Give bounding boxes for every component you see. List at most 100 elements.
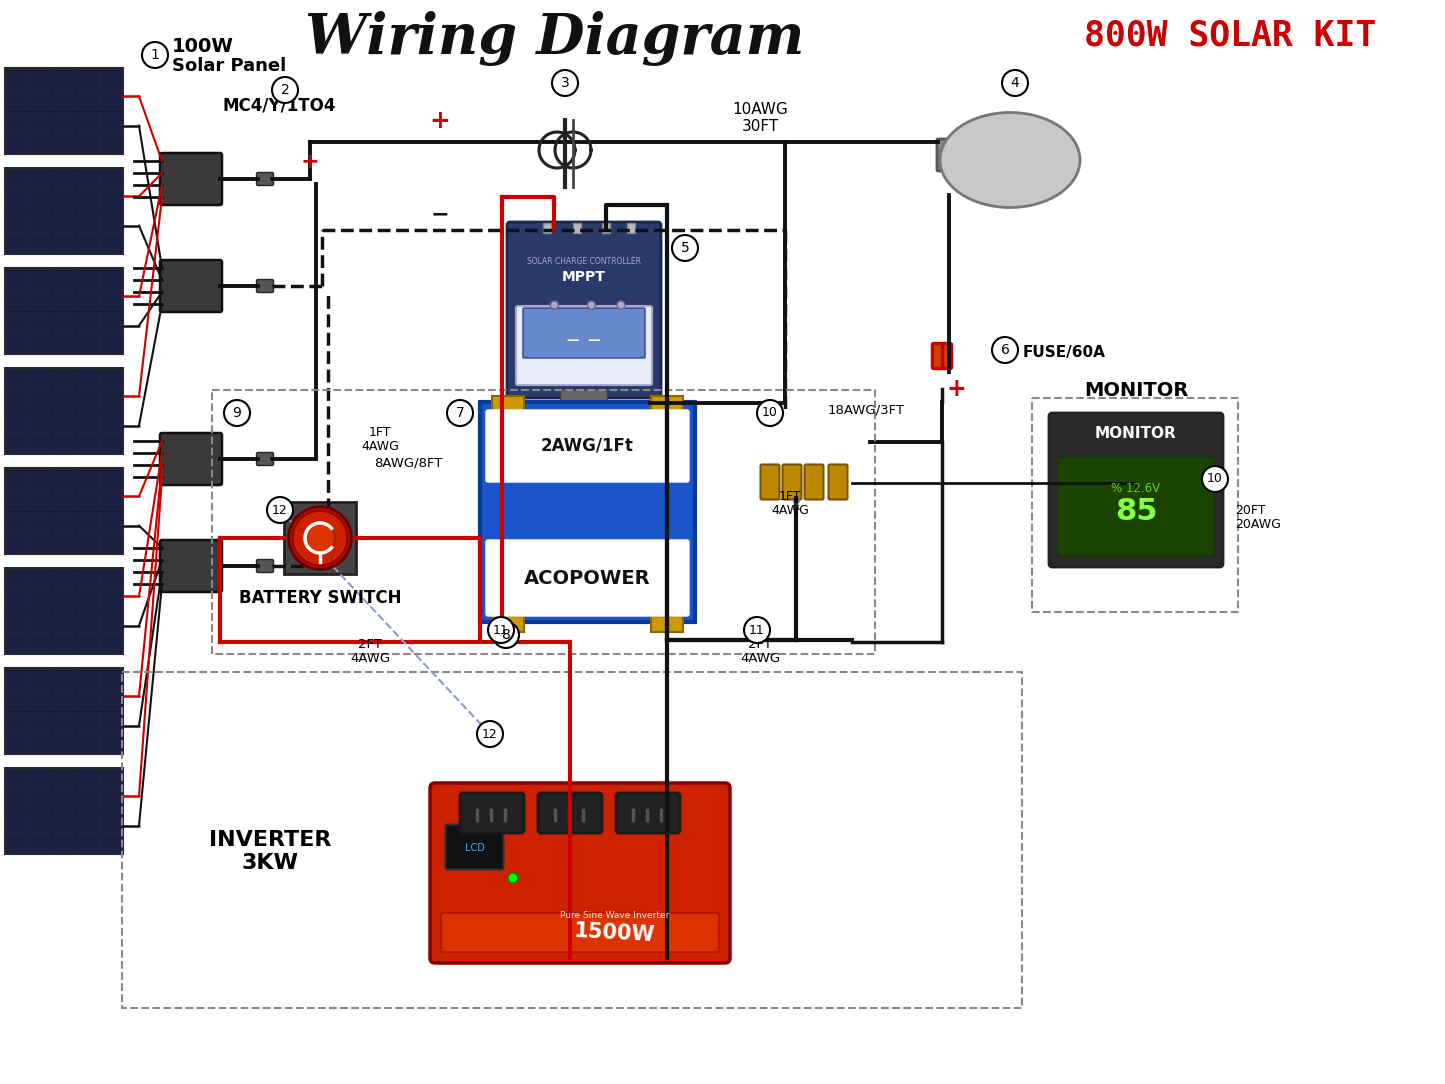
FancyBboxPatch shape xyxy=(285,502,355,575)
Bar xyxy=(53,191,75,210)
Bar xyxy=(6,312,27,332)
FancyBboxPatch shape xyxy=(760,465,779,500)
Bar xyxy=(53,333,75,353)
Bar xyxy=(6,211,27,232)
FancyBboxPatch shape xyxy=(1049,413,1222,567)
Bar xyxy=(77,211,98,232)
Bar xyxy=(100,468,123,489)
Bar xyxy=(491,396,525,412)
Bar xyxy=(29,834,52,853)
Bar xyxy=(100,569,123,589)
Circle shape xyxy=(142,42,168,68)
Bar xyxy=(77,669,98,688)
Text: 5: 5 xyxy=(681,241,689,255)
Text: X: X xyxy=(792,500,801,513)
Bar xyxy=(100,790,123,810)
Circle shape xyxy=(289,506,351,569)
FancyBboxPatch shape xyxy=(538,793,603,833)
Text: 1FT: 1FT xyxy=(368,426,392,439)
FancyBboxPatch shape xyxy=(257,280,273,293)
Bar xyxy=(53,133,75,153)
Bar xyxy=(29,512,52,531)
Circle shape xyxy=(552,70,578,96)
FancyBboxPatch shape xyxy=(480,402,695,622)
Bar xyxy=(53,412,75,431)
FancyBboxPatch shape xyxy=(160,153,223,205)
Bar xyxy=(100,512,123,531)
Bar xyxy=(6,533,27,553)
FancyBboxPatch shape xyxy=(4,367,123,454)
Text: 2FT: 2FT xyxy=(358,638,381,651)
FancyBboxPatch shape xyxy=(160,260,223,312)
Bar xyxy=(29,333,52,353)
Bar xyxy=(6,712,27,732)
Bar xyxy=(100,434,123,453)
Bar xyxy=(29,169,52,189)
Circle shape xyxy=(267,496,293,522)
Bar xyxy=(53,790,75,810)
Bar xyxy=(6,591,27,610)
Bar xyxy=(100,412,123,431)
Bar xyxy=(29,291,52,310)
Bar xyxy=(29,691,52,710)
Circle shape xyxy=(744,617,770,643)
Bar xyxy=(100,390,123,410)
Bar xyxy=(29,591,52,610)
FancyBboxPatch shape xyxy=(257,452,273,465)
Text: +: + xyxy=(429,109,451,133)
Bar xyxy=(100,333,123,353)
FancyBboxPatch shape xyxy=(507,222,660,398)
Bar xyxy=(6,191,27,210)
Bar xyxy=(77,569,98,589)
Bar xyxy=(77,611,98,632)
Bar xyxy=(77,434,98,453)
Bar xyxy=(6,490,27,511)
Bar xyxy=(6,412,27,431)
FancyBboxPatch shape xyxy=(4,268,123,354)
Bar xyxy=(53,569,75,589)
Bar xyxy=(53,211,75,232)
Bar xyxy=(6,691,27,710)
Bar xyxy=(6,169,27,189)
Ellipse shape xyxy=(941,113,1079,207)
FancyBboxPatch shape xyxy=(805,465,824,500)
Bar xyxy=(77,712,98,732)
Bar xyxy=(29,211,52,232)
FancyBboxPatch shape xyxy=(4,68,123,154)
Text: 10AWG
30FT: 10AWG 30FT xyxy=(733,102,788,134)
Text: MPPT: MPPT xyxy=(562,270,605,284)
Bar xyxy=(100,712,123,732)
Text: +: + xyxy=(946,377,965,401)
Bar xyxy=(100,269,123,288)
Bar xyxy=(100,533,123,553)
Bar xyxy=(6,434,27,453)
Bar xyxy=(53,390,75,410)
Text: 8AWG/8FT: 8AWG/8FT xyxy=(374,456,442,469)
Bar xyxy=(100,812,123,831)
Bar xyxy=(53,812,75,831)
Text: 4AWG: 4AWG xyxy=(740,651,780,664)
FancyBboxPatch shape xyxy=(160,433,223,485)
Bar xyxy=(100,733,123,753)
Bar xyxy=(77,68,98,89)
Text: 8: 8 xyxy=(501,628,510,642)
Bar xyxy=(6,512,27,531)
Bar xyxy=(77,390,98,410)
Text: 1: 1 xyxy=(150,48,159,62)
Circle shape xyxy=(757,400,783,426)
Bar xyxy=(77,133,98,153)
Text: +: + xyxy=(301,152,319,172)
Bar xyxy=(6,569,27,589)
Bar xyxy=(77,834,98,853)
Text: BATTERY SWITCH: BATTERY SWITCH xyxy=(238,589,402,607)
Bar xyxy=(29,769,52,789)
Bar xyxy=(29,390,52,410)
Bar xyxy=(29,669,52,688)
Bar xyxy=(100,191,123,210)
Bar xyxy=(100,312,123,332)
Text: 4: 4 xyxy=(1010,76,1019,90)
Bar xyxy=(53,291,75,310)
Bar xyxy=(6,133,27,153)
Bar xyxy=(100,611,123,632)
Bar xyxy=(53,312,75,332)
